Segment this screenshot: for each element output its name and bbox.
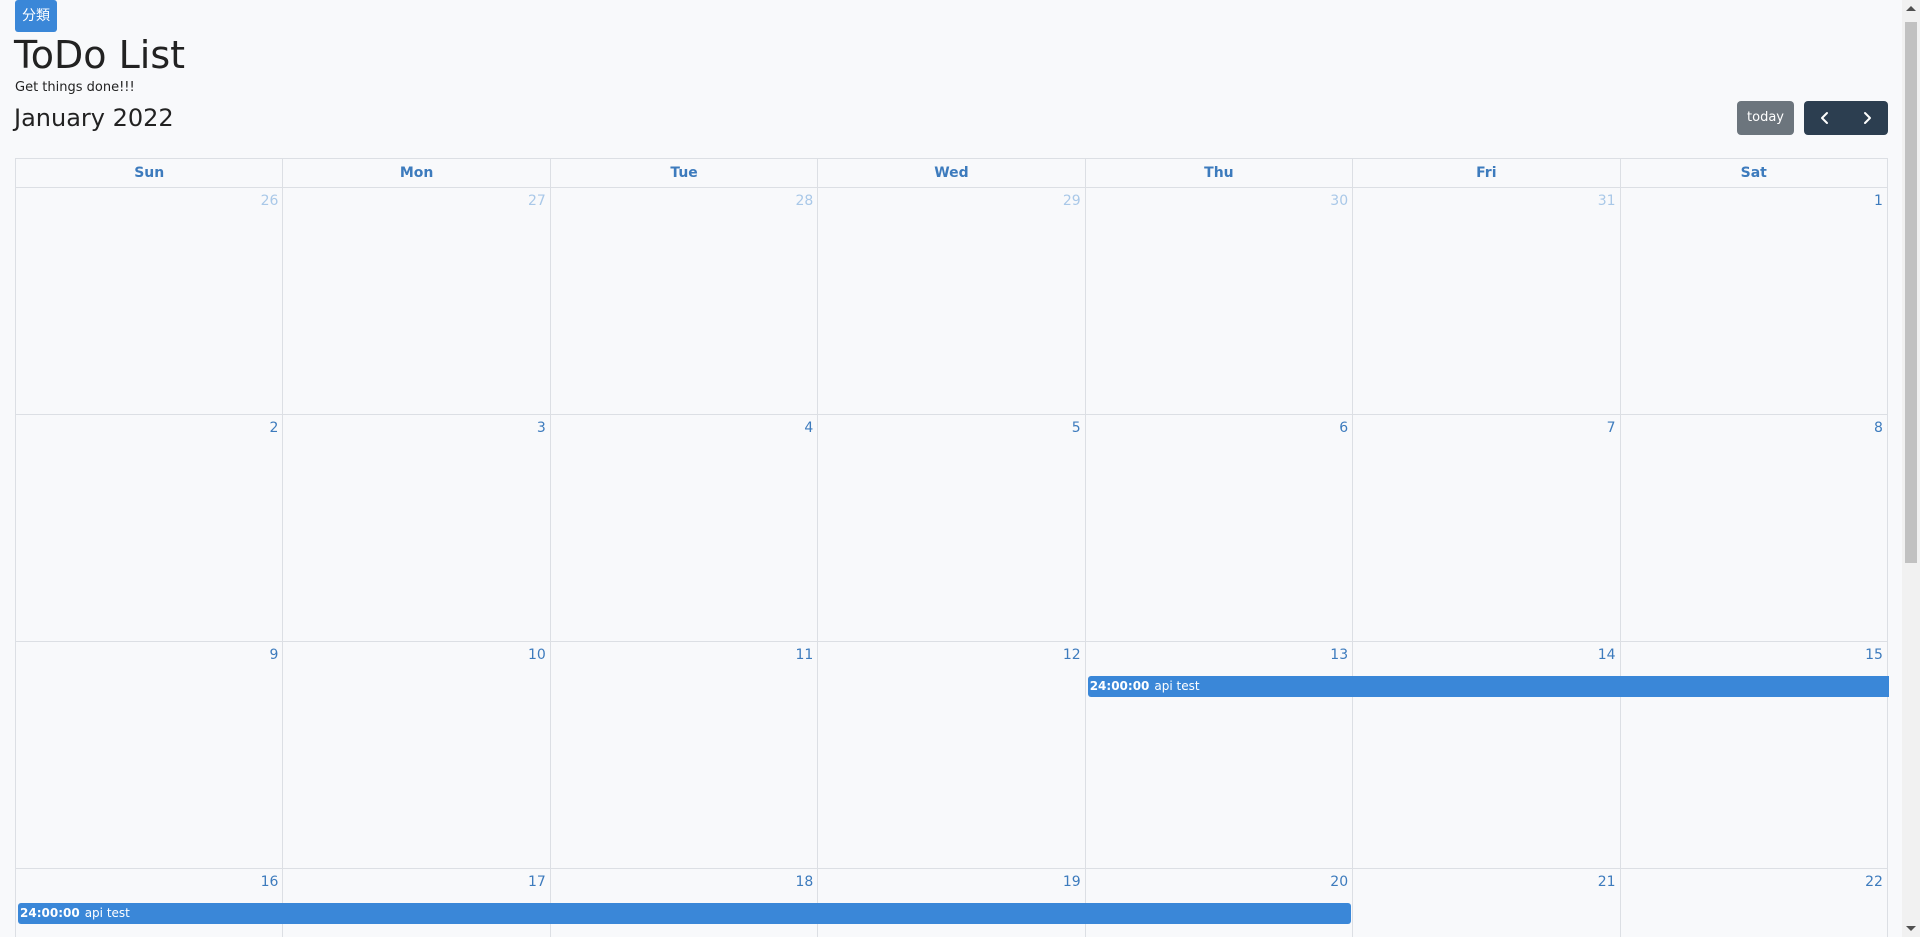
day-number[interactable]: 9 [269,647,279,663]
scroll-down-arrow-icon[interactable] [1906,926,1916,931]
prev-month-button[interactable] [1804,101,1846,135]
day-cell[interactable]: 14 [1353,642,1621,868]
day-number[interactable]: 10 [528,647,546,663]
day-cell[interactable]: 2 [16,415,284,641]
day-cell[interactable]: 11 [551,642,819,868]
weekday-header-wed: Wed [818,159,1086,187]
day-number[interactable]: 7 [1606,420,1616,436]
day-cell[interactable]: 7 [1353,415,1621,641]
next-month-button[interactable] [1846,101,1888,135]
page-title: ToDo List [14,33,186,77]
day-number[interactable]: 22 [1865,874,1883,890]
day-cell[interactable]: 21 [1353,869,1621,937]
weekday-header-fri: Fri [1353,159,1621,187]
day-number[interactable]: 8 [1874,420,1883,436]
weekday-header-sat: Sat [1621,159,1888,187]
week-row: 2 3 4 5 6 7 8 [16,415,1888,642]
day-number[interactable]: 2 [269,420,279,436]
day-cell[interactable]: 6 [1086,415,1354,641]
day-number[interactable]: 29 [1062,193,1081,209]
weekday-header-thu: Thu [1086,159,1354,187]
day-number[interactable]: 6 [1339,420,1349,436]
week-row: 16 17 18 19 20 21 22 24:00:00 api test [16,869,1888,937]
scrollbar-thumb[interactable] [1905,22,1917,563]
day-number[interactable]: 14 [1597,647,1616,663]
day-cell[interactable]: 13 [1086,642,1354,868]
weekday-header-row: Sun Mon Tue Wed Thu Fri Sat [16,159,1888,188]
scroll-up-arrow-icon[interactable] [1906,6,1916,11]
event-time: 24:00:00 [20,906,80,920]
day-number[interactable]: 1 [1874,193,1883,209]
week-row: 9 10 11 12 13 14 15 24:00:00 api test [16,642,1889,869]
day-cell[interactable]: 3 [283,415,551,641]
calendar-event[interactable]: 24:00:00 api test [1087,676,1889,697]
day-number[interactable]: 27 [528,193,546,209]
day-cell[interactable]: 30 [1086,188,1354,414]
day-number[interactable]: 26 [260,193,279,209]
event-title: api test [1154,679,1200,693]
day-cell[interactable]: 20 [1086,869,1354,937]
day-number[interactable]: 21 [1597,874,1616,890]
day-number[interactable]: 4 [804,420,814,436]
month-nav-group [1804,101,1888,135]
day-cell[interactable]: 12 [818,642,1086,868]
day-number[interactable]: 11 [795,647,814,663]
day-cell[interactable]: 15 [1621,642,1888,868]
day-number[interactable]: 13 [1330,647,1349,663]
vertical-scrollbar[interactable] [1902,0,1920,937]
calendar-month-label: January 2022 [14,104,174,132]
day-cell[interactable]: 27 [283,188,551,414]
day-number[interactable]: 30 [1330,193,1349,209]
day-cell[interactable]: 8 [1621,415,1888,641]
weekday-header-sun: Sun [16,159,284,187]
chevron-left-icon [1821,112,1828,124]
day-cell[interactable]: 10 [283,642,551,868]
month-calendar: Sun Mon Tue Wed Thu Fri Sat 26 27 28 29 30 31 1 2 3 4 5 6… [15,158,1889,937]
day-number[interactable]: 31 [1597,193,1616,209]
day-number[interactable]: 17 [528,874,546,890]
day-number[interactable]: 20 [1330,874,1349,890]
day-cell[interactable]: 1 [1621,188,1888,414]
day-cell[interactable]: 22 [1621,869,1888,937]
calendar-event[interactable]: 24:00:00 api test [18,903,1352,924]
today-button[interactable]: today [1737,101,1794,135]
day-cell[interactable]: 31 [1353,188,1621,414]
day-number[interactable]: 28 [795,193,814,209]
day-number[interactable]: 3 [536,420,546,436]
day-cell[interactable]: 29 [818,188,1086,414]
day-cell[interactable]: 28 [551,188,819,414]
weekday-header-tue: Tue [551,159,819,187]
day-number[interactable]: 19 [1062,874,1081,890]
event-time: 24:00:00 [1089,679,1150,693]
day-number[interactable]: 5 [1071,420,1081,436]
event-title: api test [84,906,130,920]
day-cell[interactable]: 9 [16,642,284,868]
day-number[interactable]: 18 [795,874,814,890]
chevron-right-icon [1864,112,1871,124]
day-cell[interactable]: 4 [551,415,819,641]
category-button[interactable]: 分類 [15,0,57,32]
day-cell[interactable]: 5 [818,415,1086,641]
week-row: 26 27 28 29 30 31 1 [16,188,1888,415]
day-number[interactable]: 16 [260,874,279,890]
day-cell[interactable]: 26 [16,188,284,414]
weekday-header-mon: Mon [283,159,551,187]
day-number[interactable]: 15 [1865,647,1883,663]
day-number[interactable]: 12 [1062,647,1081,663]
page-subtitle: Get things done!!! [15,80,135,95]
